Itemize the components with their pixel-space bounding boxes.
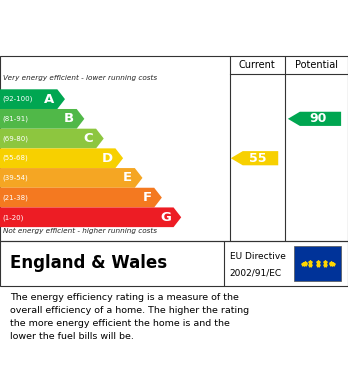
Polygon shape: [0, 109, 84, 129]
Text: Very energy efficient - lower running costs: Very energy efficient - lower running co…: [3, 75, 158, 81]
Text: E: E: [123, 171, 132, 185]
Polygon shape: [0, 89, 65, 109]
Text: Current: Current: [238, 60, 275, 70]
Text: EU Directive: EU Directive: [230, 252, 286, 261]
Polygon shape: [0, 129, 104, 148]
Text: A: A: [44, 93, 55, 106]
Text: Not energy efficient - higher running costs: Not energy efficient - higher running co…: [3, 228, 158, 234]
Polygon shape: [0, 188, 162, 208]
Polygon shape: [0, 208, 181, 227]
Text: Potential: Potential: [295, 60, 338, 70]
Polygon shape: [0, 148, 123, 168]
Text: 90: 90: [309, 112, 327, 126]
Text: 55: 55: [250, 152, 267, 165]
Text: (92-100): (92-100): [3, 96, 33, 102]
Polygon shape: [288, 112, 341, 126]
Text: (69-80): (69-80): [3, 135, 29, 142]
Bar: [294, 246, 341, 281]
Text: Energy Efficiency Rating: Energy Efficiency Rating: [63, 20, 285, 36]
Polygon shape: [0, 168, 142, 188]
Text: B: B: [64, 112, 74, 126]
Text: D: D: [102, 152, 113, 165]
Text: (1-20): (1-20): [3, 214, 24, 221]
Text: (21-38): (21-38): [3, 194, 29, 201]
Text: 2002/91/EC: 2002/91/EC: [230, 268, 282, 277]
Text: (39-54): (39-54): [3, 175, 29, 181]
Text: C: C: [84, 132, 93, 145]
Text: England & Wales: England & Wales: [10, 255, 168, 273]
Polygon shape: [231, 151, 278, 165]
Text: (55-68): (55-68): [3, 155, 29, 161]
Text: (81-91): (81-91): [3, 116, 29, 122]
Text: G: G: [160, 211, 171, 224]
Text: The energy efficiency rating is a measure of the
overall efficiency of a home. T: The energy efficiency rating is a measur…: [10, 293, 250, 341]
Text: F: F: [142, 191, 151, 204]
